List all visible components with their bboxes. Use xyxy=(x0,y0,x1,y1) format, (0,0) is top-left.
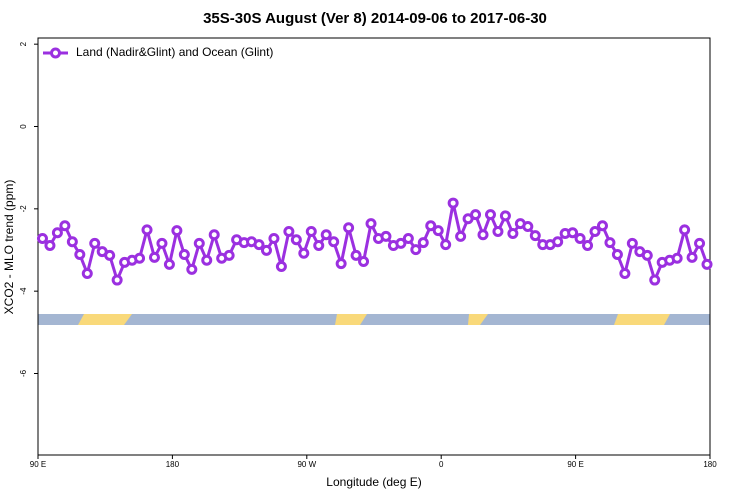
point xyxy=(604,237,616,249)
y-tick-label: -2 xyxy=(19,205,28,213)
point xyxy=(134,252,146,264)
point xyxy=(522,221,534,233)
point xyxy=(626,237,638,249)
point xyxy=(313,239,325,251)
point xyxy=(358,256,370,268)
point xyxy=(470,209,482,221)
y-axis-label: XCO2 - MLO trend (ppm) xyxy=(2,180,16,315)
y-tick-label: -4 xyxy=(19,287,28,295)
point xyxy=(619,267,631,279)
point xyxy=(567,227,579,239)
legend-label: Land (Nadir&Glint) and Ocean (Glint) xyxy=(76,45,273,59)
x-tick-label: 0 xyxy=(439,460,444,469)
point xyxy=(178,249,190,261)
point xyxy=(679,224,691,236)
point xyxy=(694,237,706,249)
point xyxy=(335,258,347,270)
point xyxy=(649,274,661,286)
point xyxy=(447,197,459,209)
point xyxy=(455,230,467,242)
point xyxy=(701,258,713,270)
point xyxy=(499,210,511,222)
point xyxy=(686,251,698,263)
point xyxy=(552,236,564,248)
point xyxy=(380,230,392,242)
point xyxy=(320,229,332,241)
point xyxy=(283,225,295,237)
map-strip xyxy=(38,314,710,325)
point xyxy=(268,232,280,244)
point xyxy=(81,267,93,279)
point xyxy=(148,251,160,263)
point xyxy=(596,220,608,232)
point xyxy=(365,218,377,230)
point xyxy=(574,232,586,244)
point xyxy=(440,239,452,251)
point xyxy=(328,236,340,248)
point xyxy=(395,237,407,249)
y-tick-label: 2 xyxy=(19,41,28,46)
point xyxy=(193,237,205,249)
point xyxy=(186,263,198,275)
point xyxy=(611,249,623,261)
point xyxy=(260,244,272,256)
x-tick-label: 90 W xyxy=(297,460,316,469)
y-tick-label: -6 xyxy=(19,369,28,377)
chart-title: 35S-30S August (Ver 8) 2014-09-06 to 201… xyxy=(203,10,547,27)
point xyxy=(59,220,71,232)
point xyxy=(163,258,175,270)
x-tick-label: 90 E xyxy=(30,460,46,469)
point xyxy=(223,249,235,261)
point xyxy=(477,229,489,241)
point xyxy=(104,249,116,261)
point xyxy=(36,232,48,244)
point xyxy=(298,247,310,259)
point xyxy=(111,274,123,286)
point xyxy=(290,234,302,246)
point xyxy=(641,249,653,261)
point xyxy=(432,225,444,237)
legend-marker xyxy=(50,47,61,59)
point xyxy=(417,237,429,249)
point xyxy=(208,229,220,241)
point xyxy=(253,239,265,251)
point xyxy=(171,225,183,237)
point xyxy=(492,225,504,237)
x-axis-label: Longitude (deg E) xyxy=(326,475,421,489)
point xyxy=(484,209,496,221)
y-tick-label: 0 xyxy=(19,124,28,129)
x-tick-label: 180 xyxy=(703,460,717,469)
point xyxy=(425,220,437,232)
point xyxy=(350,249,362,261)
point xyxy=(141,224,153,236)
x-tick-label: 90 E xyxy=(567,460,583,469)
point xyxy=(89,237,101,249)
point xyxy=(51,227,63,239)
point xyxy=(66,236,78,248)
point xyxy=(589,225,601,237)
point xyxy=(156,237,168,249)
point xyxy=(410,244,422,256)
point xyxy=(275,260,287,272)
point xyxy=(671,252,683,264)
point xyxy=(74,249,86,261)
x-tick-label: 180 xyxy=(166,460,180,469)
point xyxy=(402,232,414,244)
point xyxy=(44,239,56,251)
point xyxy=(201,254,213,266)
point xyxy=(507,228,519,240)
point xyxy=(582,239,594,251)
point xyxy=(343,222,355,234)
point xyxy=(529,230,541,242)
plot-frame xyxy=(37,37,711,456)
point xyxy=(305,225,317,237)
